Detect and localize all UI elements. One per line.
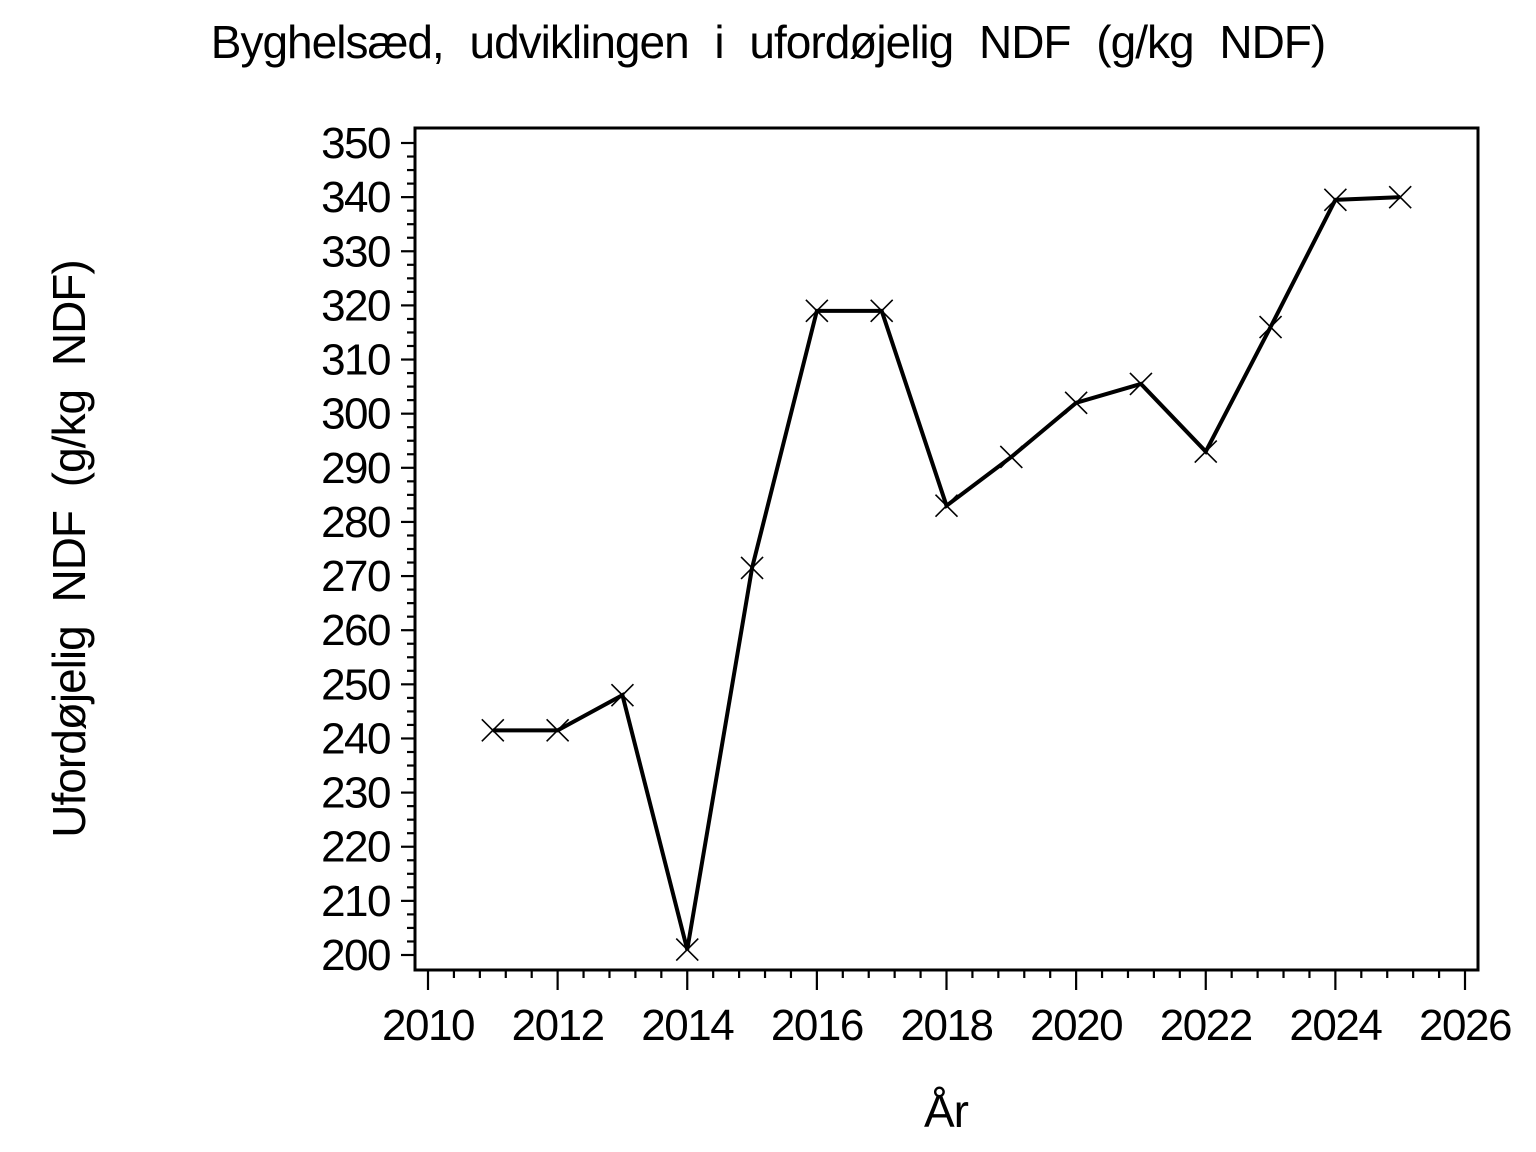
x-marker [1064,391,1088,415]
x-tick-label: 2024 [1289,1001,1382,1050]
x-tick-label: 2026 [1419,1001,1511,1050]
x-axis-minor-ticks [452,970,1441,978]
chart-title: Byghelsæd, udviklingen i ufordøjelig NDF… [211,16,1325,68]
x-marker [546,718,570,742]
y-tick-label: 310 [321,336,390,385]
y-axis-minor-ticks [407,155,415,943]
x-axis-label: År [924,1085,969,1137]
y-tick-label: 290 [321,444,390,493]
y-tick-label: 280 [321,498,390,547]
x-marker [1194,439,1218,464]
y-axis-major-ticks [401,141,415,957]
y-tick-label: 220 [321,823,390,872]
x-marker [740,556,764,580]
y-axis-label: Ufordøjelig NDF (g/kg NDF) [43,260,95,837]
x-marker [1129,372,1153,396]
y-tick-label: 300 [321,390,390,439]
x-marker [934,494,959,518]
y-tick-label: 320 [321,281,390,330]
x-tick-label: 2018 [901,1001,993,1050]
x-marker [870,299,894,323]
y-tick-label: 270 [321,552,390,601]
y-tick-label: 240 [321,714,390,763]
x-tick-label: 2014 [641,1001,734,1050]
x-marker [1323,188,1347,212]
x-tick-label: 2020 [1030,1001,1122,1050]
y-tick-label: 330 [321,227,390,276]
x-marker [1258,315,1283,339]
y-tick-label: 210 [321,877,390,926]
x-marker [675,938,699,962]
x-tick-label: 2022 [1160,1001,1252,1050]
x-marker [481,718,505,742]
y-tick-label: 230 [321,769,390,818]
y-tick-label: 200 [321,931,390,980]
y-tick-label: 260 [321,606,390,655]
x-tick-label: 2012 [512,1001,604,1050]
y-axis-tick-labels: 200 210 220 230 240 250 260 270 280 290 300 310 320 3… [321,119,391,980]
y-tick-label: 250 [321,660,390,709]
x-tick-label: 2010 [382,1001,474,1050]
x-axis-tick-labels: 2010 2012 2014 2016 2018 2020 2022 2024 2026 [382,1001,1512,1050]
x-marker [610,683,635,707]
y-tick-label: 350 [321,119,390,168]
x-tick-label: 2016 [771,1001,863,1050]
x-marker [1388,185,1412,209]
x-marker [805,299,829,323]
data-series-markers [481,185,1412,962]
x-axis-major-ticks [426,970,1467,990]
y-tick-label: 340 [321,173,390,222]
x-marker [999,445,1023,469]
